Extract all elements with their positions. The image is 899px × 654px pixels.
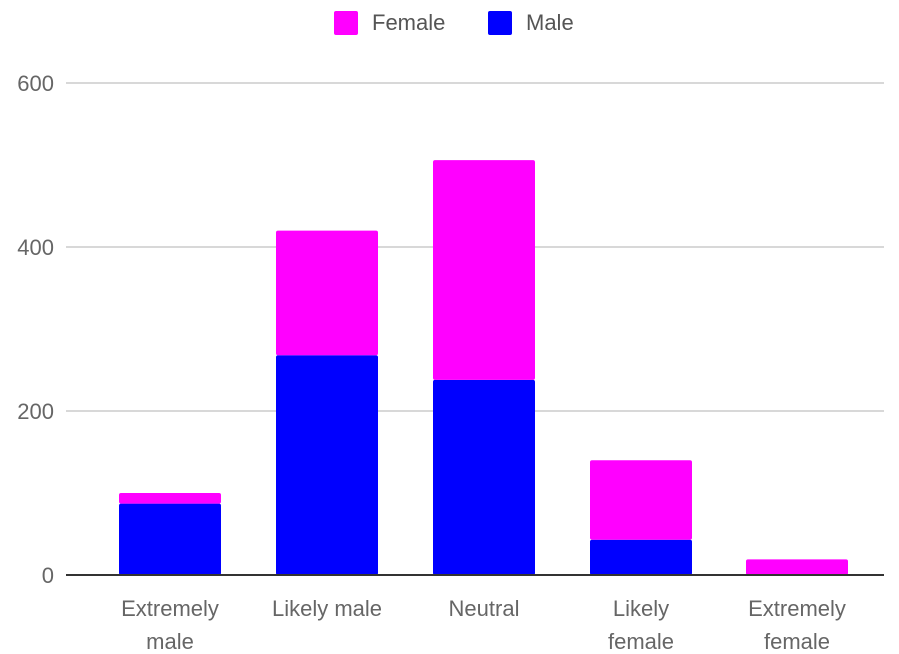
x-tick-label-line: Extremely bbox=[121, 596, 219, 621]
legend-item-female: Female bbox=[334, 8, 445, 38]
y-axis-ticks: 0 200 400 600 bbox=[17, 71, 54, 588]
bar-male bbox=[590, 539, 692, 575]
x-tick-label-line: female bbox=[608, 629, 674, 654]
bar-female bbox=[119, 493, 221, 504]
x-tick-label: Extremely female bbox=[748, 596, 846, 654]
x-tick-label-line: male bbox=[146, 629, 194, 654]
bar-female bbox=[590, 460, 692, 540]
legend-label-male: Male bbox=[526, 10, 574, 35]
x-axis-labels: Extremely male Likely male Neutral Likely fem… bbox=[121, 596, 846, 654]
y-tick-label: 0 bbox=[42, 563, 54, 588]
x-tick-label-line: female bbox=[764, 629, 830, 654]
bar-male bbox=[276, 355, 378, 575]
bar-female bbox=[433, 160, 535, 380]
x-tick-label-line: Extremely bbox=[748, 596, 846, 621]
y-tick-label: 600 bbox=[17, 71, 54, 96]
x-tick-label: Extremely male bbox=[121, 596, 219, 654]
x-tick-label: Likely male bbox=[272, 596, 382, 621]
y-tick-label: 200 bbox=[17, 399, 54, 424]
bar-female bbox=[746, 559, 848, 575]
legend-label-female: Female bbox=[372, 10, 446, 35]
bar-female bbox=[276, 230, 378, 356]
legend: Female Male bbox=[0, 8, 899, 38]
x-tick-label-line: Likely male bbox=[272, 596, 382, 621]
y-tick-label: 400 bbox=[17, 235, 54, 260]
legend-item-male: Male bbox=[488, 8, 574, 38]
x-tick-label-line: Neutral bbox=[449, 596, 520, 621]
legend-swatch-female bbox=[334, 11, 358, 35]
x-tick-label-line: Likely bbox=[613, 596, 669, 621]
legend-swatch-male bbox=[488, 11, 512, 35]
bars bbox=[119, 160, 848, 575]
x-tick-label: Neutral bbox=[449, 596, 520, 621]
bar-male bbox=[433, 379, 535, 575]
x-tick-label: Likely female bbox=[608, 596, 674, 654]
bar-male bbox=[119, 503, 221, 575]
